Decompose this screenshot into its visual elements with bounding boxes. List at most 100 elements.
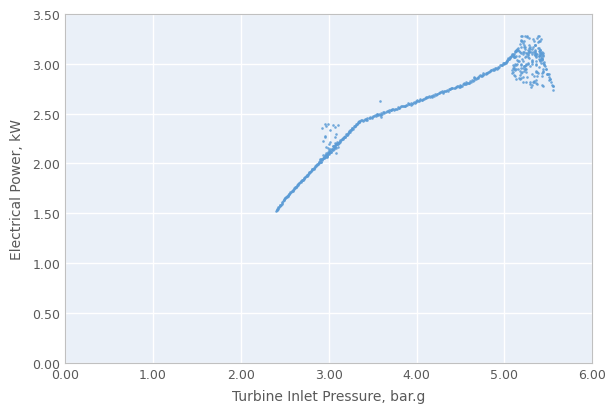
Point <box>369 113 379 120</box>
Point <box>440 89 450 95</box>
Point <box>406 100 416 107</box>
Point <box>525 81 535 88</box>
Point <box>539 61 549 68</box>
Point <box>479 71 489 78</box>
Point <box>482 70 492 77</box>
Point <box>469 75 479 82</box>
Point <box>411 98 421 105</box>
Point <box>501 60 511 67</box>
Point <box>303 171 313 178</box>
Point <box>290 185 299 192</box>
Point <box>519 64 529 70</box>
Point <box>318 138 328 145</box>
Point <box>368 114 378 120</box>
Point <box>277 201 286 207</box>
Point <box>517 38 527 45</box>
Point <box>346 127 355 134</box>
Point <box>469 76 479 83</box>
Point <box>331 140 341 146</box>
Point <box>324 152 334 158</box>
Point <box>442 88 452 95</box>
Point <box>318 156 328 162</box>
Point <box>306 169 315 176</box>
Point <box>325 149 335 156</box>
Point <box>416 97 426 104</box>
Point <box>434 90 444 97</box>
Point <box>511 47 521 54</box>
Point <box>516 75 526 82</box>
Point <box>326 147 336 154</box>
Point <box>371 113 381 119</box>
Point <box>403 101 413 107</box>
Point <box>304 171 314 177</box>
Point <box>508 62 518 69</box>
Point <box>536 54 546 60</box>
Point <box>509 55 519 61</box>
Point <box>420 95 430 102</box>
Point <box>520 64 530 71</box>
Point <box>513 47 522 53</box>
Point <box>521 61 531 68</box>
Point <box>278 198 288 205</box>
Point <box>280 195 290 202</box>
Point <box>322 153 332 159</box>
Point <box>530 42 540 49</box>
Point <box>538 54 548 60</box>
Point <box>279 197 289 203</box>
Point <box>548 82 557 89</box>
Point <box>410 101 419 107</box>
Point <box>310 164 320 170</box>
Point <box>523 51 533 58</box>
Point <box>304 170 314 176</box>
Point <box>280 195 290 202</box>
Point <box>535 57 545 64</box>
Point <box>538 68 548 75</box>
Point <box>272 207 282 214</box>
Point <box>338 136 348 142</box>
Point <box>317 126 326 132</box>
Point <box>394 105 403 112</box>
Point <box>523 55 533 61</box>
Point <box>309 165 319 171</box>
Point <box>519 38 529 45</box>
Point <box>333 141 342 147</box>
Point <box>540 64 550 70</box>
Point <box>431 92 440 99</box>
Point <box>354 118 364 125</box>
Point <box>485 69 495 76</box>
Point <box>527 82 537 89</box>
Point <box>505 55 515 62</box>
Point <box>538 69 548 76</box>
Point <box>525 50 535 56</box>
Point <box>325 150 334 156</box>
Point <box>408 100 418 107</box>
Point <box>543 71 553 78</box>
Point <box>324 142 334 148</box>
Point <box>479 71 488 78</box>
Point <box>530 51 540 58</box>
Point <box>323 151 333 158</box>
Point <box>411 97 421 104</box>
Point <box>528 50 538 56</box>
Point <box>302 172 312 179</box>
Point <box>351 123 360 130</box>
Point <box>330 134 340 141</box>
Point <box>466 78 476 84</box>
Point <box>493 65 503 72</box>
Point <box>355 119 365 125</box>
Point <box>275 203 285 210</box>
Point <box>353 121 363 127</box>
Point <box>502 59 512 65</box>
Point <box>461 81 471 88</box>
Point <box>373 112 383 119</box>
Point <box>318 155 328 162</box>
Point <box>505 57 514 63</box>
Point <box>323 145 333 152</box>
Point <box>530 52 540 59</box>
Point <box>490 66 500 73</box>
Point <box>439 88 449 95</box>
Point <box>324 148 334 154</box>
Point <box>283 193 293 199</box>
Point <box>520 67 530 74</box>
Point <box>522 52 532 59</box>
